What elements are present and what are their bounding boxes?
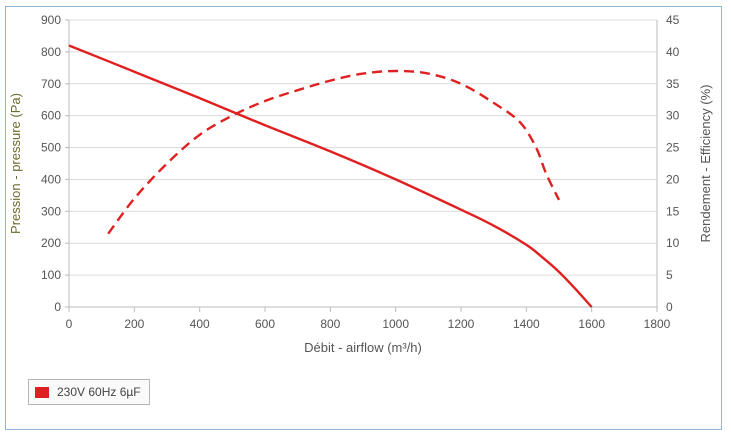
y-tick-label: 600	[41, 109, 61, 123]
y-tick-label: 100	[41, 268, 61, 282]
x-tick-label: 1600	[578, 317, 605, 331]
x-tick-label: 1000	[382, 317, 409, 331]
x-tick-label: 0	[66, 317, 73, 331]
y2-tick-label: 25	[666, 141, 680, 155]
x-tick-label: 1800	[644, 317, 671, 331]
y-tick-label: 200	[41, 236, 61, 250]
y2-tick-label: 10	[666, 236, 680, 250]
chart-frame: 0 0 100 5 200 10 300 15 400 20 500 25 600 30 700 35 800 4…	[5, 6, 722, 430]
y2-tick-label: 30	[666, 109, 680, 123]
x-tick-label: 800	[320, 317, 340, 331]
y-tick-label: 800	[41, 45, 61, 59]
axis-layer	[65, 19, 658, 312]
legend-label: 230V 60Hz 6µF	[57, 385, 141, 399]
legend-swatch	[35, 386, 49, 398]
y2-axis-title: Rendement - Efficiency (%)	[698, 85, 713, 243]
grid-layer	[69, 19, 657, 308]
y-tick-label: 0	[54, 300, 61, 314]
y2-tick-label: 40	[666, 45, 680, 59]
pressure-curve	[68, 44, 593, 308]
y-tick-label: 500	[41, 141, 61, 155]
y-axis-title: Pression - pressure (Pa)	[8, 93, 23, 234]
y2-tick-label: 5	[666, 268, 673, 282]
series-layer	[68, 44, 593, 308]
y2-tick-label: 0	[666, 300, 673, 314]
y-tick-label: 400	[41, 172, 61, 186]
x-tick-label: 400	[190, 317, 210, 331]
y2-tick-label: 20	[666, 172, 680, 186]
x-tick-label: 1400	[513, 317, 540, 331]
y2-tick-label: 45	[666, 13, 680, 27]
y2-tick-label: 35	[666, 77, 680, 91]
y-tick-label: 700	[41, 77, 61, 91]
x-tick-label: 1200	[448, 317, 475, 331]
x-tick-label: 200	[124, 317, 144, 331]
efficiency-curve	[107, 69, 561, 235]
y-tick-label: 900	[41, 13, 61, 27]
legend[interactable]: 230V 60Hz 6µF	[28, 379, 150, 405]
y-tick-label: 300	[41, 204, 61, 218]
y2-tick-label: 15	[666, 204, 680, 218]
x-tick-label: 600	[255, 317, 275, 331]
x-axis-title: Débit - airflow (m³/h)	[304, 340, 422, 355]
